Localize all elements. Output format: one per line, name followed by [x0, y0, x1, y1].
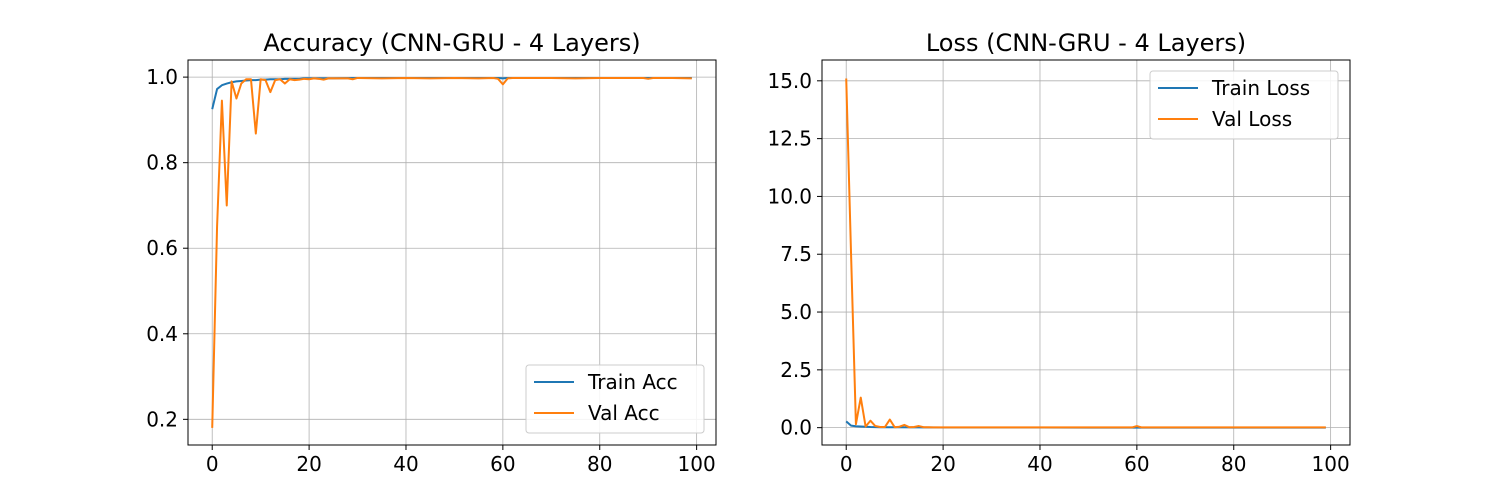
accuracy-x-tick-label-5: 100 [678, 452, 716, 476]
accuracy-y-tick-label-0: 0.2 [146, 407, 178, 431]
accuracy-y-tick-label-3: 0.8 [146, 151, 178, 175]
train-acc-legend-label: Train Acc [587, 370, 678, 394]
loss-y-tick-label-3: 7.5 [780, 242, 812, 266]
loss-x-tick-label-4: 80 [1221, 452, 1246, 476]
accuracy-title: Accuracy (CNN-GRU - 4 Layers) [263, 29, 640, 57]
val-acc-line [211, 76, 692, 428]
train-loss-legend-label: Train Loss [1211, 76, 1310, 100]
accuracy-x-tick-label-4: 80 [587, 452, 612, 476]
accuracy-x-tick-label-2: 40 [393, 452, 418, 476]
accuracy-legend: Train Acc Val Acc [525, 364, 705, 434]
loss-y-tick-label-0: 0.0 [780, 416, 812, 440]
accuracy-x-tick-label-1: 20 [296, 452, 321, 476]
loss-y-tick-label-1: 2.5 [780, 358, 812, 382]
accuracy-y-tick-label-2: 0.6 [146, 236, 178, 260]
accuracy-y-tick-label-4: 1.0 [146, 65, 178, 89]
loss-y-tick-label-2: 5.0 [780, 300, 812, 324]
accuracy-chart: 0 20 40 60 80 100 0.2 0.4 0.6 0.8 1.0 Accuracy (CNN… [146, 29, 717, 476]
accuracy-y-tick-label-1: 0.4 [146, 322, 178, 346]
accuracy-x-tick-label-0: 0 [206, 452, 219, 476]
accuracy-x-tick-label-3: 60 [490, 452, 515, 476]
loss-x-tick-label-5: 100 [1312, 452, 1350, 476]
loss-chart: 0 20 40 60 80 100 0.0 2.5 5.0 7.5 10.0 12.5 15.0 Loss… [767, 29, 1351, 476]
val-acc-legend-label: Val Acc [588, 401, 660, 425]
val-loss-legend-label: Val Loss [1212, 107, 1292, 131]
loss-title: Loss (CNN-GRU - 4 Layers) [926, 29, 1246, 57]
loss-y-tick-label-6: 15.0 [767, 69, 812, 93]
val-loss-line [845, 78, 1326, 429]
loss-y-tick-label-4: 10.0 [767, 184, 812, 208]
loss-axes-frame [821, 59, 1351, 446]
loss-x-tick-label-3: 60 [1124, 452, 1149, 476]
loss-x-tick-label-2: 40 [1027, 452, 1052, 476]
loss-x-tick-label-0: 0 [840, 452, 853, 476]
loss-x-tick-label-1: 20 [930, 452, 955, 476]
loss-y-tick-label-5: 12.5 [767, 127, 812, 151]
accuracy-axes-frame [187, 59, 717, 446]
loss-legend: Train Loss Val Loss [1149, 70, 1339, 140]
